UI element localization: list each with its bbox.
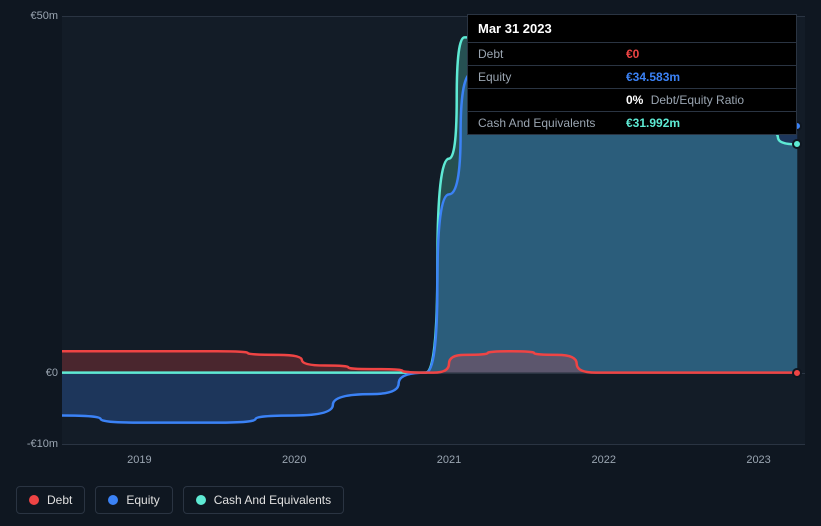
y-axis-tick-label: -€10m xyxy=(27,438,58,450)
tooltip-row-value: €31.992m xyxy=(626,116,680,130)
legend-item-debt[interactable]: Debt xyxy=(16,486,85,514)
legend-label: Debt xyxy=(47,493,72,507)
tooltip-row-label: Cash And Equivalents xyxy=(478,116,618,130)
tooltip-row-label: Equity xyxy=(478,70,618,84)
x-axis-labels: 2019 2020 2021 2022 2023 xyxy=(62,448,805,476)
cash-end-marker xyxy=(792,139,802,149)
y-axis-labels: €50m€0-€10m xyxy=(16,16,62,476)
x-axis-tick-label: 2020 xyxy=(282,454,306,466)
tooltip-row: Debt €0 xyxy=(468,42,796,65)
y-axis-tick-label: €0 xyxy=(46,367,58,379)
tooltip-row-value: 0% Debt/Equity Ratio xyxy=(626,93,744,107)
chart-tooltip: Mar 31 2023 Debt €0 Equity €34.583m 0% Debt/… xyxy=(467,14,797,135)
gridline xyxy=(62,444,805,445)
legend-swatch-icon xyxy=(108,495,118,505)
y-axis-tick-label: €50m xyxy=(30,10,58,22)
tooltip-title: Mar 31 2023 xyxy=(468,15,796,42)
tooltip-row-extra: Debt/Equity Ratio xyxy=(651,93,744,107)
legend-swatch-icon xyxy=(29,495,39,505)
legend-item-equity[interactable]: Equity xyxy=(95,486,172,514)
legend-swatch-icon xyxy=(196,495,206,505)
x-axis-tick-label: 2023 xyxy=(746,454,770,466)
tooltip-row: Cash And Equivalents €31.992m xyxy=(468,111,796,134)
legend-label: Equity xyxy=(126,493,159,507)
tooltip-rows: Debt €0 Equity €34.583m 0% Debt/Equity Ratio… xyxy=(468,42,796,134)
legend-label: Cash And Equivalents xyxy=(214,493,331,507)
legend-item-cash[interactable]: Cash And Equivalents xyxy=(183,486,344,514)
chart-legend: Debt Equity Cash And Equivalents xyxy=(16,486,344,514)
x-axis-tick-label: 2019 xyxy=(127,454,151,466)
x-axis-tick-label: 2021 xyxy=(437,454,461,466)
debt-end-marker xyxy=(792,368,802,378)
tooltip-row-label xyxy=(478,93,618,107)
tooltip-row-label: Debt xyxy=(478,47,618,61)
tooltip-row: 0% Debt/Equity Ratio xyxy=(468,88,796,111)
tooltip-row-value: €34.583m xyxy=(626,70,680,84)
tooltip-row-value: €0 xyxy=(626,47,639,61)
tooltip-row: Equity €34.583m xyxy=(468,65,796,88)
x-axis-tick-label: 2022 xyxy=(592,454,616,466)
